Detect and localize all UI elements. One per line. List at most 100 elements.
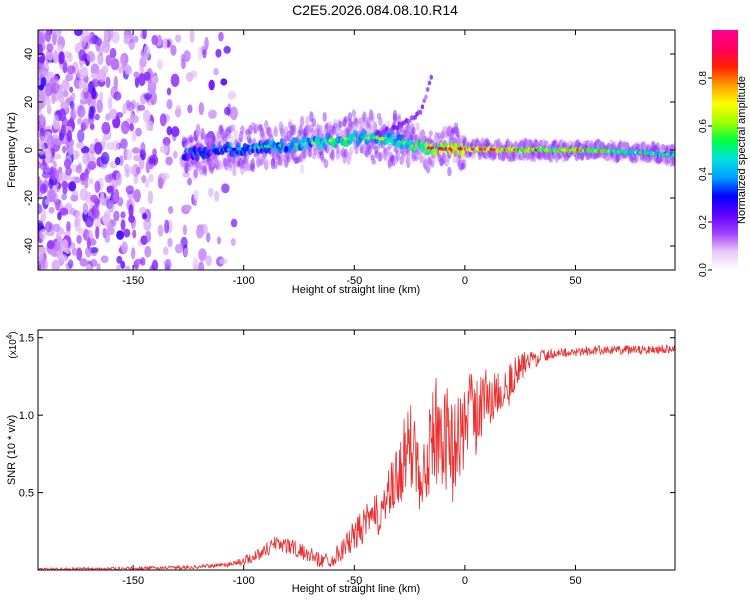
- spectrogram-noise-cell: [105, 76, 111, 89]
- spectrogram-noise-cell: [106, 185, 114, 194]
- spectrogram-noise-cell: [157, 59, 164, 70]
- spectrogram-noise-cell: [116, 264, 121, 270]
- spectrogram-noise-cell: [134, 76, 140, 88]
- spectrogram-noise-cell: [198, 248, 207, 262]
- spectrogram-noise-cell: [74, 30, 83, 37]
- spectrogram-noise-cell: [125, 149, 133, 161]
- spectrogram-noise-cell: [87, 160, 97, 171]
- spectrogram-noise-cell: [141, 212, 147, 220]
- spectrogram-noise-cell: [137, 104, 146, 111]
- snr-x-label: Height of straight line (km): [292, 583, 420, 595]
- spectrogram-halo-cell: [406, 145, 411, 158]
- spectrogram-noise-cell: [90, 259, 98, 267]
- spectrogram-cells: [38, 30, 675, 270]
- spectrogram-halo-cell: [386, 120, 391, 128]
- snr-background: [38, 330, 675, 570]
- spectrogram-noise-cell: [53, 114, 59, 126]
- spectrogram-noise-cell: [88, 31, 96, 45]
- spectrogram-noise-cell: [62, 145, 67, 154]
- spectrogram-noise-cell: [38, 142, 46, 156]
- spectrogram-panel: -150 -100 -50 0 50 -40 -20 0 20 40 Height of stra…: [6, 29, 676, 296]
- spectrogram-noise-cell: [100, 191, 105, 204]
- spectrogram-noise-cell: [174, 34, 182, 43]
- spectrogram-noise-cell: [100, 255, 109, 264]
- spectrogram-halo-cell: [372, 121, 378, 132]
- spectrogram-noise-cell: [65, 72, 74, 82]
- spectrogram-noise-cell: [197, 46, 203, 61]
- spectrogram-noise-cell: [101, 215, 110, 223]
- spectrogram-noise-cell: [90, 72, 100, 79]
- spectrogram-noise-cell: [57, 253, 64, 267]
- spectrogram-noise-cell: [79, 66, 89, 78]
- snr-series-line: [38, 344, 675, 570]
- spectrogram-noise-cell: [84, 246, 92, 258]
- spectrogram-noise-cell: [38, 161, 41, 170]
- spectrogram-noise-cell: [230, 238, 236, 247]
- colorbar-tick-label: 0.8: [698, 71, 709, 85]
- spectrogram-x-tick-label: -50: [346, 275, 362, 287]
- spectrogram-axes: -150 -100 -50 0 50 -40 -20 0 20 40: [23, 30, 675, 287]
- spectrogram-ridge-peak: [672, 153, 675, 157]
- spectrogram-noise-cell: [159, 113, 167, 127]
- spectrogram-noise-cell: [88, 177, 94, 184]
- spectrogram-noise-cell: [89, 143, 97, 155]
- snr-y-tick-label: 1.5: [19, 333, 34, 345]
- spectrogram-noise-cell: [135, 166, 141, 175]
- colorbar-tick-label: 0.4: [698, 167, 709, 181]
- spectrogram-noise-cell: [142, 30, 147, 40]
- spectrogram-halo-cell: [299, 115, 305, 127]
- spectrogram-noise-cell: [230, 218, 238, 228]
- spectrogram-noise-cell: [223, 106, 231, 116]
- spectrogram-halo-cell: [362, 111, 367, 123]
- spectrogram-noise-cell: [82, 202, 89, 215]
- spectrogram-noise-cell: [38, 175, 41, 186]
- spectrogram-noise-cell: [105, 141, 115, 151]
- spectrogram-noise-cell: [198, 261, 205, 270]
- spectrogram-noise-cell: [182, 224, 187, 236]
- spectrogram-halo-cell: [455, 127, 460, 137]
- spectrogram-noise-cell: [152, 148, 157, 157]
- spectrogram-noise-cell: [170, 44, 177, 56]
- spectrogram-noise-cell: [120, 211, 126, 219]
- spectrogram-noise-cell: [61, 193, 68, 201]
- spectrogram-y-tick-label: 20: [23, 96, 35, 108]
- snr-x-tick-label: 0: [462, 575, 468, 587]
- spectrogram-halo-cell: [230, 124, 236, 132]
- spectrogram-noise-cell: [74, 176, 81, 184]
- spectrogram-noise-cell: [143, 217, 152, 231]
- spectrogram-noise-cell: [50, 250, 59, 258]
- snr-x-tick-label: 50: [569, 575, 581, 587]
- spectrogram-noise-cell: [183, 50, 191, 62]
- spectrogram-noise-cell: [128, 204, 134, 218]
- spectrogram-noise-cell: [165, 156, 173, 166]
- spectrogram-noise-cell: [159, 145, 169, 154]
- spectrogram-noise-cell: [125, 265, 131, 270]
- spectrogram-halo-cell: [291, 123, 297, 136]
- spectrogram-noise-cell: [67, 52, 73, 63]
- spectrogram-noise-cell: [61, 239, 69, 253]
- spectrogram-noise-cell: [79, 188, 88, 201]
- spectrogram-noise-cell: [161, 172, 170, 180]
- spectrogram-noise-cell: [69, 100, 75, 110]
- spectrogram-noise-cell: [143, 45, 150, 59]
- spectrogram-noise-cell: [192, 258, 199, 270]
- spectrogram-branch-cell: [427, 80, 432, 86]
- spectrogram-noise-cell: [38, 61, 44, 74]
- spectrogram-branch-cell: [420, 104, 425, 110]
- spectrogram-noise-cell: [120, 120, 130, 135]
- spectrogram-frame: [37, 29, 676, 271]
- spectrogram-noise-cell: [113, 91, 122, 101]
- spectrogram-noise-cell: [220, 78, 228, 86]
- spectrogram-halo-cell: [347, 112, 353, 122]
- spectrogram-noise-cell: [94, 142, 103, 155]
- spectrogram-noise-cell: [144, 178, 150, 189]
- spectrogram-halo-cell: [370, 113, 375, 124]
- colorbar-tick-label: 0.2: [698, 215, 709, 229]
- spectrogram-halo-cell: [299, 163, 305, 175]
- spectrogram-noise-cell: [67, 145, 74, 156]
- spectrogram-halo-cell: [273, 125, 278, 136]
- spectrogram-noise-cell: [107, 96, 113, 110]
- spectrogram-branch-cell: [424, 94, 428, 100]
- spectrogram-noise-cell: [164, 219, 170, 234]
- spectrogram-noise-cell: [48, 189, 56, 203]
